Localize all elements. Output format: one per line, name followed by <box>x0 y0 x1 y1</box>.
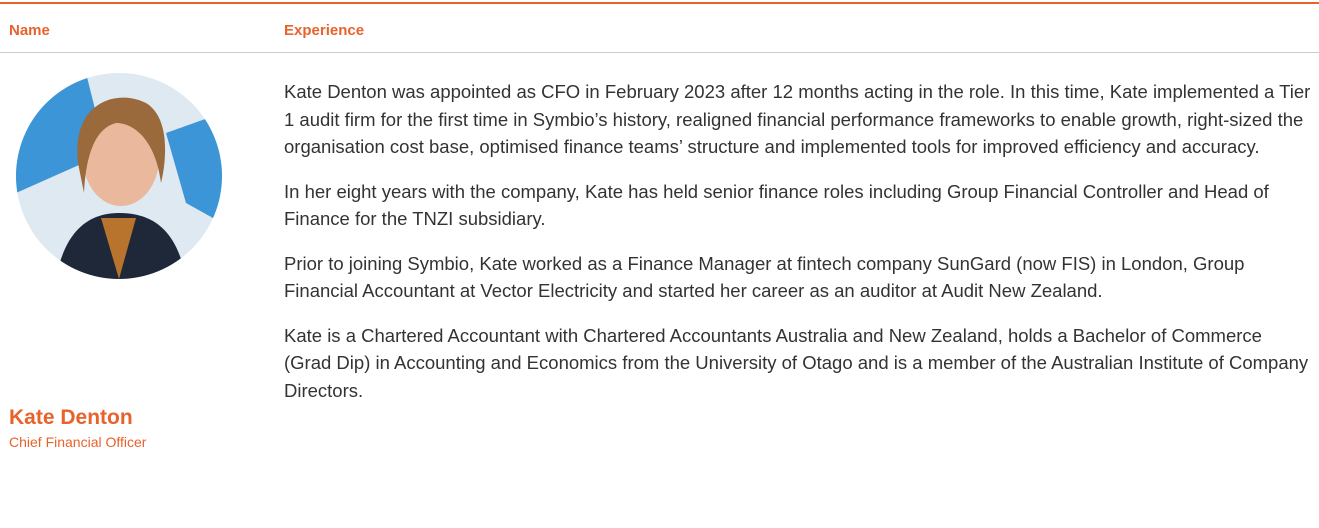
experience: Kate Denton was appointed as CFO in Febr… <box>284 78 1314 421</box>
header-name: Name <box>9 22 50 39</box>
person-role: Chief Financial Officer <box>9 434 147 450</box>
portrait <box>16 73 222 279</box>
person-name: Kate Denton <box>9 406 133 429</box>
header-rule <box>0 52 1319 53</box>
paragraph: Kate is a Chartered Accountant with Char… <box>284 324 1309 401</box>
paragraph: In her eight years with the company, Kat… <box>284 180 1269 230</box>
paragraph: Kate Denton was appointed as CFO in Febr… <box>284 81 1311 157</box>
header-experience: Experience <box>284 22 365 39</box>
top-rule <box>0 2 1319 4</box>
paragraph: Prior to joining Symbio, Kate worked as … <box>284 252 1245 302</box>
